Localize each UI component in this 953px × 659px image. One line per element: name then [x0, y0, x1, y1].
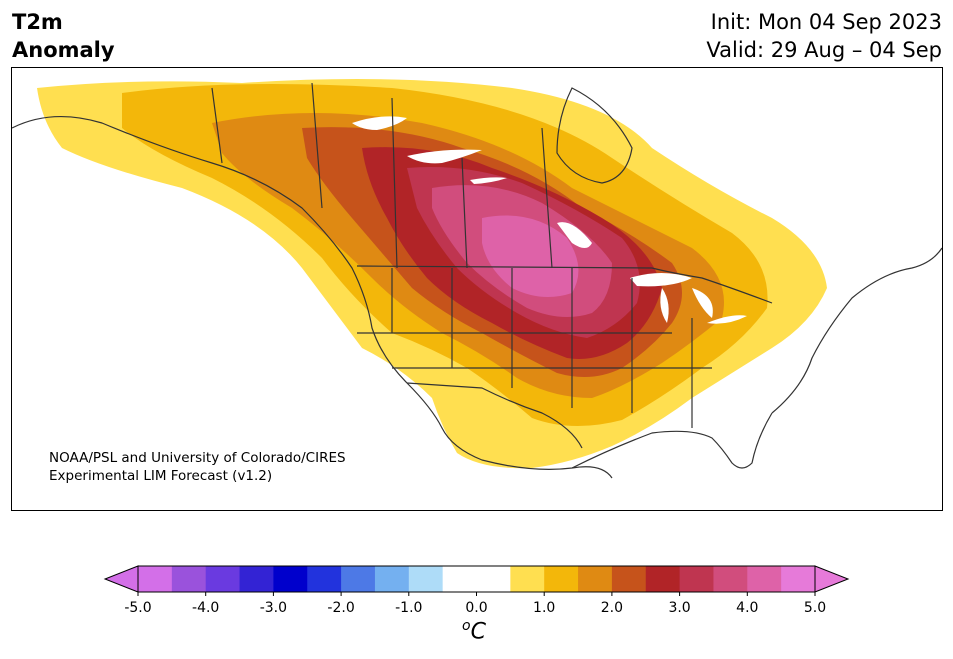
- colorbar-tick-label: 0.0: [465, 600, 488, 616]
- unit-base: C: [470, 619, 486, 645]
- colorbar-swatch: [408, 566, 444, 592]
- us-mexico-border: [406, 382, 583, 449]
- colorbar-swatch: [341, 566, 376, 592]
- unit-degree: o: [462, 618, 471, 634]
- credit-source: NOAA/PSL and University of Colorado/CIRE…: [49, 450, 346, 466]
- unit-label: oC: [462, 618, 486, 644]
- colorbar-swatch: [611, 566, 647, 592]
- colorbar-swatch: [273, 566, 308, 592]
- colorbar-tick-label: -5.0: [124, 600, 152, 616]
- colorbar-tick-label: -1.0: [395, 600, 423, 616]
- colorbar-svg: [103, 565, 850, 596]
- colorbar-swatch: [171, 566, 207, 592]
- colorbar-swatch: [138, 566, 173, 592]
- colorbar-extend-low: [103, 565, 139, 593]
- great-slave-lake: [407, 149, 482, 164]
- colorbar-swatch: [679, 566, 714, 592]
- colorbar-swatch: [510, 566, 545, 592]
- title-type: Anomaly: [12, 38, 115, 62]
- lakes: [352, 116, 747, 324]
- map-title: T2m Anomaly: [12, 8, 115, 64]
- colorbar-swatch: [374, 566, 410, 592]
- colorbar-swatch: [544, 566, 579, 592]
- colorbar-swatch: [442, 566, 477, 592]
- province-lines: [211, 82, 553, 269]
- valid-range: Valid: 29 Aug – 04 Sep: [706, 38, 942, 62]
- colorbar-swatch: [578, 566, 613, 592]
- lake-athabasca: [470, 177, 507, 184]
- lake-erie: [707, 315, 747, 324]
- colorbar-swatch: [307, 566, 342, 592]
- colorbar-tick-label: -2.0: [327, 600, 355, 616]
- lake-winnipeg: [557, 222, 592, 248]
- colorbar-extend-high: [814, 565, 850, 593]
- colorbar: -5.0 -4.0 -3.0 -2.0 -1.0 0.0 1.0 2.0 3.0 4.0 5.0: [0, 560, 953, 650]
- lake-michigan: [660, 288, 669, 323]
- coastline-west: [12, 116, 613, 479]
- coastline-gulf: [571, 412, 773, 469]
- great-bear-lake: [352, 116, 407, 130]
- lake-superior: [630, 273, 692, 287]
- colorbar-swatch: [713, 566, 748, 592]
- colorbar-swatch: [781, 566, 816, 592]
- title-variable: T2m: [12, 10, 63, 34]
- init-date: Init: Mon 04 Sep 2023: [710, 10, 942, 34]
- colorbar-swatch: [645, 566, 681, 592]
- boundaries: [12, 82, 942, 479]
- us-canada-border: [356, 265, 773, 304]
- colorbar-swatch: [239, 566, 274, 592]
- lake-huron: [692, 288, 713, 318]
- colorbar-tick-label: 1.0: [533, 600, 556, 616]
- coastline-east: [771, 247, 942, 414]
- credit-model: Experimental LIM Forecast (v1.2): [49, 468, 273, 484]
- state-lines: [357, 268, 712, 428]
- colorbar-tick-label: 5.0: [803, 600, 827, 616]
- forecast-dates: Init: Mon 04 Sep 2023 Valid: 29 Aug – 04…: [706, 8, 942, 64]
- hudson-bay: [556, 87, 633, 184]
- colorbar-tick-label: 4.0: [736, 600, 759, 616]
- map-svg: [12, 79, 942, 479]
- data-credit: NOAA/PSL and University of Colorado/CIRE…: [49, 449, 346, 485]
- colorbar-tick-label: -4.0: [192, 600, 220, 616]
- colorbar-tick-label: 3.0: [668, 600, 691, 616]
- colorbar-tick-label: -3.0: [259, 600, 288, 616]
- anomaly-map: [11, 67, 943, 511]
- colorbar-tick-label: 2.0: [600, 600, 624, 616]
- colorbar-swatch: [747, 566, 782, 592]
- contour-4-5c: [482, 215, 579, 297]
- colorbar-swatch: [205, 566, 241, 592]
- colorbar-swatch: [476, 566, 511, 592]
- anomaly-contours: [37, 79, 827, 469]
